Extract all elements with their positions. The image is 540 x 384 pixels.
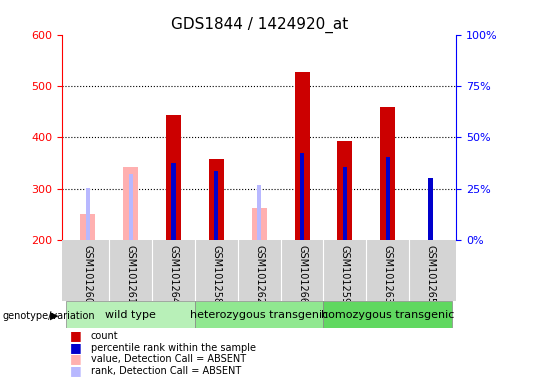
Bar: [166, 115, 181, 240]
Bar: [195, 301, 323, 328]
Bar: [209, 159, 224, 240]
Bar: [386, 157, 390, 240]
Bar: [428, 179, 433, 240]
Bar: [257, 185, 261, 240]
Title: GDS1844 / 1424920_at: GDS1844 / 1424920_at: [171, 17, 348, 33]
Text: GSM101261: GSM101261: [126, 245, 136, 304]
Text: ■: ■: [70, 353, 82, 366]
Bar: [380, 108, 395, 240]
Bar: [300, 153, 304, 240]
Text: GSM101265: GSM101265: [426, 245, 436, 304]
Bar: [323, 301, 452, 328]
Text: homozygous transgenic: homozygous transgenic: [321, 310, 455, 320]
Text: GSM101260: GSM101260: [83, 245, 93, 304]
Bar: [123, 167, 138, 240]
Text: genotype/variation: genotype/variation: [3, 311, 96, 321]
Bar: [214, 170, 219, 240]
Text: GSM101258: GSM101258: [211, 245, 221, 304]
Text: GSM101263: GSM101263: [383, 245, 393, 304]
Text: wild type: wild type: [105, 310, 156, 320]
Text: rank, Detection Call = ABSENT: rank, Detection Call = ABSENT: [91, 366, 241, 376]
Bar: [86, 188, 90, 240]
Text: GSM101262: GSM101262: [254, 245, 264, 304]
Bar: [343, 167, 347, 240]
Text: heterozygous transgenic: heterozygous transgenic: [190, 310, 328, 320]
Text: percentile rank within the sample: percentile rank within the sample: [91, 343, 256, 353]
Text: ■: ■: [70, 329, 82, 343]
Bar: [294, 72, 309, 240]
Text: GSM101259: GSM101259: [340, 245, 350, 304]
Bar: [80, 214, 95, 240]
Text: ■: ■: [70, 364, 82, 377]
Bar: [171, 163, 176, 240]
Text: GSM101264: GSM101264: [168, 245, 179, 304]
Text: count: count: [91, 331, 118, 341]
Text: value, Detection Call = ABSENT: value, Detection Call = ABSENT: [91, 354, 246, 364]
Bar: [129, 174, 133, 240]
Text: ■: ■: [70, 341, 82, 354]
Bar: [252, 208, 267, 240]
Text: ▶: ▶: [50, 311, 58, 321]
Text: GSM101266: GSM101266: [297, 245, 307, 304]
Bar: [66, 301, 195, 328]
Bar: [338, 141, 353, 240]
